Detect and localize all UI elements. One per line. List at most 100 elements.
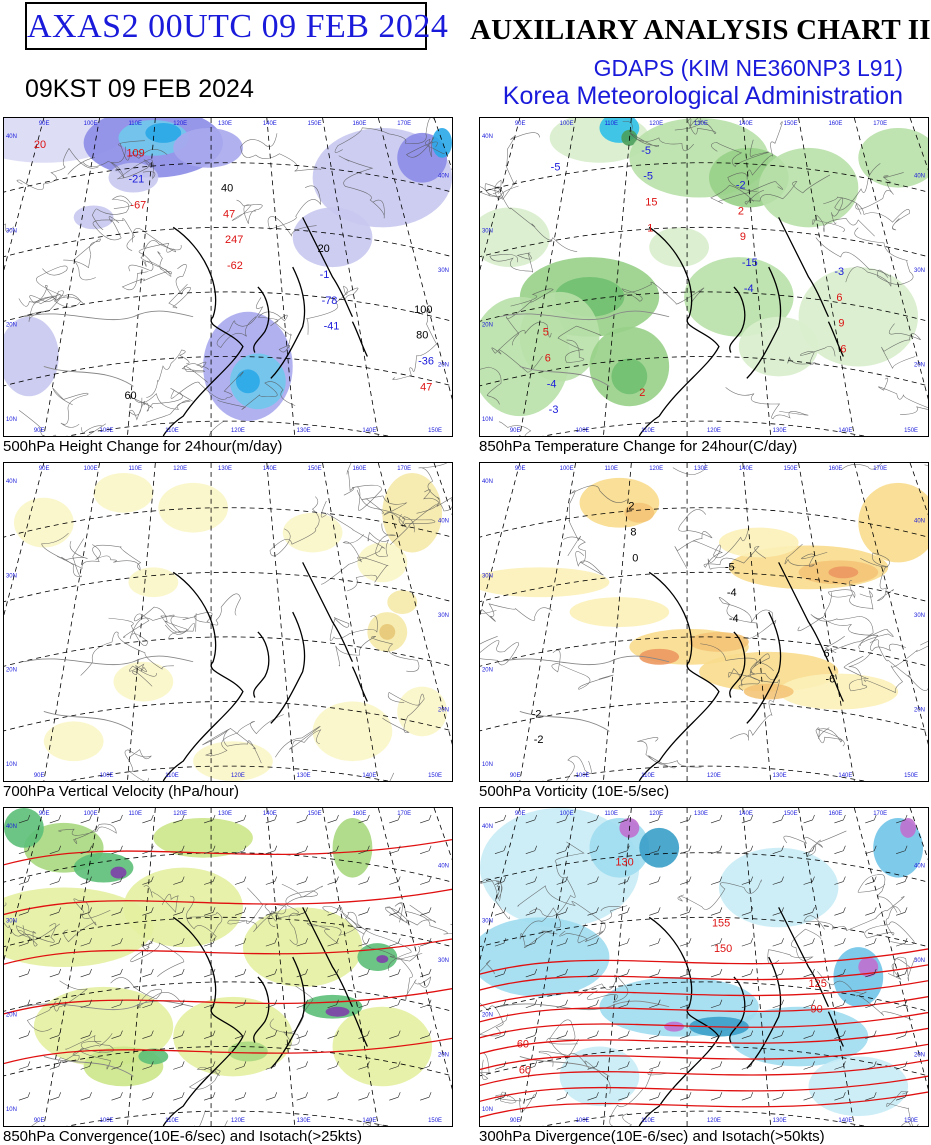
- lon-label-bottom: 110E: [165, 773, 179, 779]
- lon-label-bottom: 110E: [641, 1118, 655, 1124]
- contour-value-label: 0: [632, 552, 638, 564]
- lon-label-top: 90E: [39, 121, 50, 127]
- lon-label-top: 120E: [173, 466, 187, 472]
- contour-value-label: -2: [532, 708, 542, 720]
- lon-label-bottom: 120E: [707, 428, 721, 434]
- contour-value-label: -78: [322, 295, 338, 307]
- caption-vertical-velocity: 700hPa Vertical Velocity (hPa/hour): [3, 783, 239, 800]
- contour-value-label: -36: [418, 355, 434, 367]
- lon-label-top: 170E: [397, 121, 411, 127]
- lon-label-bottom: 90E: [510, 1118, 521, 1124]
- lon-label-top: 110E: [128, 466, 142, 472]
- contour-value-label: -5: [641, 145, 651, 157]
- panel-temperature-change-map: 90E 100E 110E 120E 130E 140E 150E 160E 170E 40N 40…: [480, 118, 928, 436]
- contour-value-label: 90: [811, 1004, 823, 1016]
- lon-label-top: 150E: [784, 121, 798, 127]
- lat-label-right: 20N: [438, 1052, 449, 1058]
- lon-label-top: 140E: [263, 121, 277, 127]
- lon-label-top: 120E: [649, 811, 663, 817]
- lat-label-right: 30N: [914, 958, 925, 964]
- lon-label-top: 90E: [515, 811, 526, 817]
- lon-label-bottom: 110E: [641, 428, 655, 434]
- contour-value-label: 5: [543, 327, 549, 339]
- panel-height-change-map: 90E 100E 110E 120E 130E 140E 150E 160E 170E 40N 40…: [4, 118, 452, 436]
- lon-label-top: 140E: [739, 466, 753, 472]
- lon-label-bottom: 100E: [100, 773, 114, 779]
- panel-height-change: 90E 100E 110E 120E 130E 140E 150E 160E 170E 40N 40…: [3, 117, 453, 437]
- contour-value-label: -1: [320, 269, 330, 281]
- contour-value-label: 130: [615, 857, 633, 869]
- lon-label-top: 130E: [218, 121, 232, 127]
- lon-label-top: 160E: [828, 811, 842, 817]
- lon-label-top: 160E: [828, 466, 842, 472]
- contour-value-label: -5: [643, 171, 653, 183]
- lat-label-right: 20N: [914, 1052, 925, 1058]
- lon-label-bottom: 90E: [510, 428, 521, 434]
- lon-label-top: 170E: [397, 466, 411, 472]
- chart-code-box: AXAS2 00UTC 09 FEB 2024: [25, 2, 448, 50]
- lon-label-bottom: 100E: [576, 428, 590, 434]
- contour-value-label: -41: [324, 321, 340, 333]
- lon-label-bottom: 120E: [231, 428, 245, 434]
- lat-label-right: 30N: [438, 613, 449, 619]
- lon-label-bottom: 90E: [34, 1118, 45, 1124]
- lon-label-top: 170E: [873, 466, 887, 472]
- lat-label-left: 30N: [482, 228, 493, 234]
- contour-value-label: 60: [517, 1039, 529, 1051]
- lon-label-bottom: 90E: [510, 773, 521, 779]
- lon-label-top: 150E: [308, 466, 322, 472]
- lon-label-bottom: 140E: [362, 428, 376, 434]
- lon-label-top: 130E: [694, 811, 708, 817]
- lon-label-top: 170E: [397, 811, 411, 817]
- contour-value-label: 9: [740, 231, 746, 243]
- lat-label-left: 10N: [482, 762, 493, 768]
- lat-label-right: 30N: [438, 958, 449, 964]
- contour-value-label: 247: [225, 234, 243, 246]
- contour-value-label: -4: [729, 613, 739, 625]
- lat-label-left: 40N: [482, 479, 493, 485]
- lon-label-bottom: 90E: [34, 428, 45, 434]
- contour-value-label: 109: [126, 148, 144, 160]
- lon-label-bottom: 130E: [297, 428, 311, 434]
- lon-label-top: 90E: [39, 811, 50, 817]
- lon-label-top: 130E: [694, 121, 708, 127]
- lat-label-left: 40N: [6, 479, 17, 485]
- model-name: GDAPS (KIM NE360NP3 L91): [593, 55, 903, 81]
- contour-value-label: 60: [519, 1064, 531, 1076]
- lon-label-bottom: 100E: [100, 1118, 114, 1124]
- panel-vertical-velocity: 90E 100E 110E 120E 130E 140E 150E 160E 170E 40N 40…: [3, 462, 453, 782]
- lon-label-bottom: 100E: [576, 773, 590, 779]
- contour-value-label: 47: [420, 381, 432, 393]
- lon-label-top: 120E: [173, 811, 187, 817]
- panel-vertical-velocity-map: 90E 100E 110E 120E 130E 140E 150E 160E 170E 40N 40…: [4, 463, 452, 781]
- contour-value-label: -5: [551, 162, 561, 174]
- lat-label-left: 30N: [6, 918, 17, 924]
- lon-label-top: 170E: [873, 121, 887, 127]
- contour-value-label: 6: [823, 648, 829, 660]
- lat-label-right: 30N: [914, 613, 925, 619]
- lon-label-top: 120E: [173, 121, 187, 127]
- lon-label-bottom: 150E: [904, 773, 918, 779]
- lon-label-bottom: 140E: [362, 773, 376, 779]
- lon-label-top: 150E: [308, 811, 322, 817]
- lon-label-top: 90E: [39, 466, 50, 472]
- contour-value-label: -4: [744, 283, 754, 295]
- lon-label-bottom: 130E: [773, 773, 787, 779]
- lon-label-bottom: 150E: [428, 1118, 442, 1124]
- lon-label-top: 130E: [218, 811, 232, 817]
- lat-label-left: 40N: [482, 824, 493, 830]
- contour-value-label: 6: [840, 344, 846, 356]
- lat-label-left: 10N: [482, 1107, 493, 1113]
- lon-label-bottom: 130E: [773, 428, 787, 434]
- panel-convergence-map: 90E 100E 110E 120E 130E 140E 150E 160E 170E 40N 40…: [4, 808, 452, 1126]
- caption-height-change: 500hPa Height Change for 24hour(m/day): [3, 438, 283, 455]
- lon-label-top: 110E: [128, 811, 142, 817]
- contour-value-label: 6: [545, 352, 551, 364]
- lon-label-top: 90E: [515, 466, 526, 472]
- lat-label-left: 40N: [482, 134, 493, 140]
- lon-label-top: 140E: [739, 121, 753, 127]
- lat-label-left: 30N: [6, 228, 17, 234]
- contour-value-label: -6: [825, 674, 835, 686]
- lon-label-bottom: 140E: [838, 428, 852, 434]
- caption-temperature-change: 850hPa Temperature Change for 24hour(C/d…: [479, 438, 798, 455]
